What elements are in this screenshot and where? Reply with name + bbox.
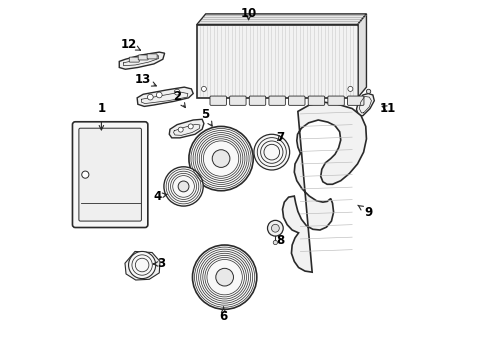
Circle shape [164,167,203,206]
FancyBboxPatch shape [347,96,364,105]
Circle shape [174,89,180,95]
Circle shape [147,94,153,100]
Circle shape [178,181,189,192]
FancyBboxPatch shape [249,96,266,105]
Text: 8: 8 [276,234,285,247]
Text: 12: 12 [121,38,140,51]
Circle shape [273,240,277,245]
FancyBboxPatch shape [79,128,142,221]
Text: 9: 9 [358,205,372,219]
Circle shape [271,224,279,232]
FancyBboxPatch shape [230,96,246,105]
Text: 3: 3 [153,257,165,270]
Circle shape [189,126,253,191]
Circle shape [254,134,290,170]
FancyBboxPatch shape [328,96,344,105]
Text: 5: 5 [201,108,212,126]
Circle shape [188,124,193,129]
Polygon shape [283,102,367,272]
Text: 2: 2 [173,90,185,108]
Circle shape [193,245,257,309]
FancyBboxPatch shape [73,122,148,228]
Circle shape [201,86,206,91]
Text: 13: 13 [135,73,156,86]
Circle shape [178,127,183,132]
Polygon shape [137,87,193,107]
Text: 11: 11 [380,102,396,115]
Polygon shape [119,52,165,69]
FancyBboxPatch shape [147,54,157,59]
Polygon shape [125,251,160,280]
Bar [197,24,358,98]
Text: 6: 6 [220,307,228,323]
Text: 10: 10 [241,8,257,21]
Circle shape [367,89,371,94]
Text: 1: 1 [98,102,105,130]
Circle shape [216,268,233,286]
Polygon shape [197,14,367,24]
Polygon shape [356,94,374,116]
Circle shape [156,92,162,98]
FancyBboxPatch shape [308,96,325,105]
Circle shape [348,86,353,91]
Text: 4: 4 [153,190,167,203]
Circle shape [268,220,283,236]
Text: 7: 7 [277,131,285,144]
FancyBboxPatch shape [269,96,285,105]
Polygon shape [358,14,367,98]
Circle shape [212,150,230,167]
Circle shape [82,171,89,178]
FancyBboxPatch shape [289,96,305,105]
Circle shape [128,251,156,279]
FancyBboxPatch shape [129,57,139,62]
FancyBboxPatch shape [210,96,226,105]
Polygon shape [169,119,204,138]
FancyBboxPatch shape [138,55,148,60]
